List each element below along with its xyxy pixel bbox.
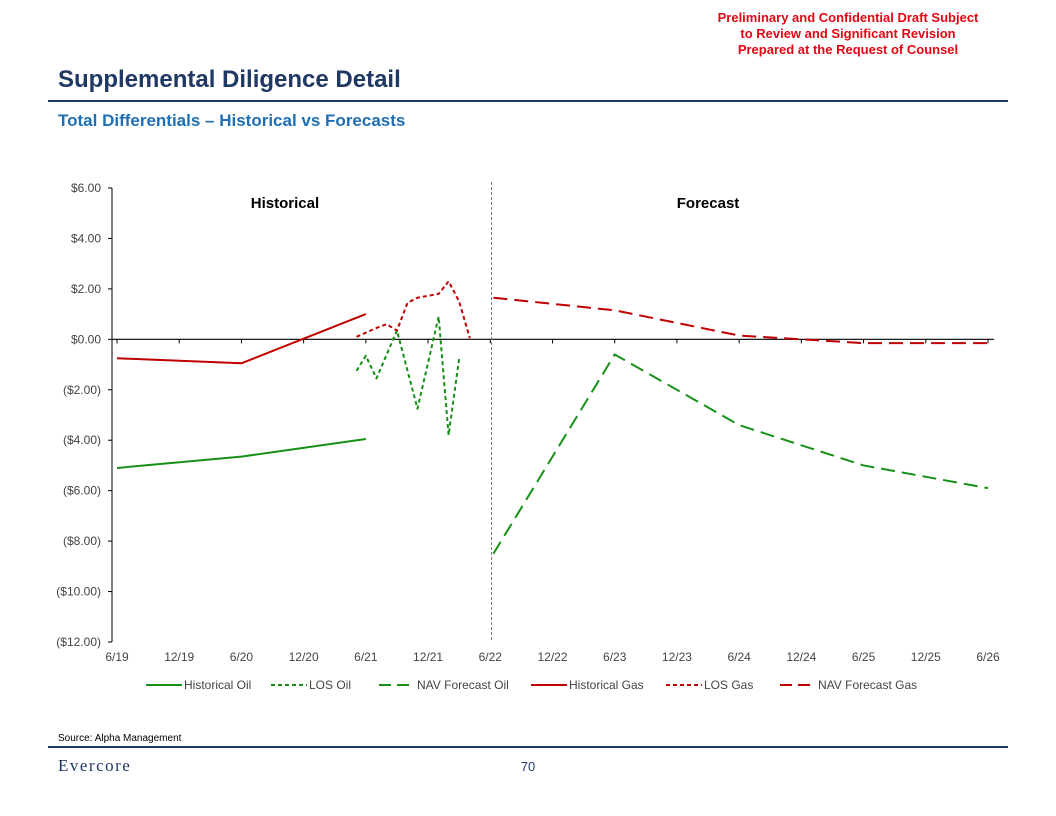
series-line-historical-gas <box>116 313 367 365</box>
y-tick-label: $0.00 <box>71 332 101 346</box>
x-tick-label: 6/24 <box>727 650 751 664</box>
page-subtitle: Total Differentials – Historical vs Fore… <box>58 111 406 130</box>
page-title: Supplemental Diligence Detail <box>58 66 401 93</box>
y-tick-label: $6.00 <box>71 181 101 195</box>
series-line-nav-forecast-gas <box>493 296 988 345</box>
footer-divider <box>48 746 1008 748</box>
series-layer <box>116 280 989 555</box>
x-tick-label: 6/23 <box>603 650 627 664</box>
x-tick-label: 6/19 <box>105 650 129 664</box>
series-line-historical-oil <box>116 437 366 469</box>
x-tick-label: 12/25 <box>911 650 941 664</box>
confidential-notice: Preliminary and Confidential Draft Subje… <box>688 10 1008 58</box>
y-tick-label: ($4.00) <box>63 433 101 447</box>
legend-label: Historical Gas <box>569 678 644 692</box>
series-line-los-oil <box>355 315 461 437</box>
differentials-chart: $6.00 $4.00 $2.00 $0.00 ($2.00) ($4.00) ($6.00… <box>56 181 1000 692</box>
x-tick-label: 6/21 <box>354 650 378 664</box>
legend-label: Historical Oil <box>184 678 251 692</box>
legend: Historical Oil LOS Oil NAV Forecast Oil His… <box>146 678 917 692</box>
title-divider <box>48 100 1008 102</box>
confidential-line-3: Prepared at the Request of Counsel <box>737 42 959 57</box>
y-tick-label: ($12.00) <box>56 635 101 649</box>
confidential-line-2: to Review and Significant Revision <box>740 26 956 41</box>
x-tick-label: 6/22 <box>479 650 503 664</box>
series-line-nav-forecast-oil <box>492 353 989 555</box>
y-tick-label: ($10.00) <box>56 585 101 599</box>
y-tick-label: ($2.00) <box>63 383 101 397</box>
x-tick-label: 6/20 <box>230 650 254 664</box>
x-tick-label: 12/23 <box>662 650 692 664</box>
x-tick-label: 6/26 <box>976 650 1000 664</box>
y-tick-label: $4.00 <box>71 231 101 245</box>
legend-label: NAV Forecast Oil <box>417 678 509 692</box>
x-tick-label: 6/25 <box>852 650 876 664</box>
y-tick-label: $2.00 <box>71 282 101 296</box>
y-tick-label: ($6.00) <box>63 484 101 498</box>
x-tick-label: 12/19 <box>164 650 194 664</box>
x-tick-label: 12/24 <box>786 650 816 664</box>
legend-label: LOS Oil <box>309 678 351 692</box>
x-tick-label: 12/20 <box>289 650 319 664</box>
confidential-line-1: Preliminary and Confidential Draft Subje… <box>717 10 979 25</box>
legend-label: LOS Gas <box>704 678 753 692</box>
page-number: 70 <box>520 759 536 774</box>
legend-label: NAV Forecast Gas <box>818 678 917 692</box>
axes-layer: $6.00 $4.00 $2.00 $0.00 ($2.00) ($4.00) ($6.00… <box>56 181 1000 664</box>
region-label: Historical <box>251 195 319 212</box>
series-line-los-gas <box>356 280 471 339</box>
x-tick-label: 12/22 <box>537 650 567 664</box>
x-tick-label: 12/21 <box>413 650 443 664</box>
source-note: Source: Alpha Management <box>58 733 182 744</box>
y-tick-label: ($8.00) <box>63 534 101 548</box>
region-label: Forecast <box>677 195 740 212</box>
evercore-logo: Evercore <box>58 756 132 775</box>
